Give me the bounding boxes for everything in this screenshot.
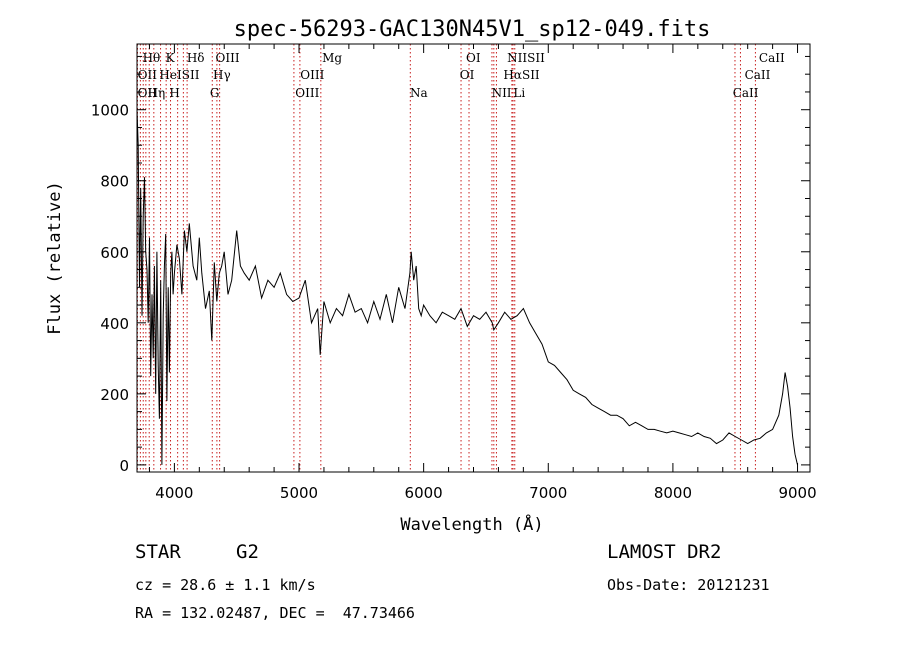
spectral-line-label: OII xyxy=(138,86,158,100)
redshift-value: cz = 28.6 ± 1.1 km/s xyxy=(135,576,316,594)
spectral-line-label: CaII xyxy=(733,86,759,100)
spectral-line-label: HeISII xyxy=(159,68,199,82)
x-tick-label: 9000 xyxy=(778,484,816,502)
spectral-line-label: OIII xyxy=(216,51,240,65)
y-tick-label: 0 xyxy=(119,457,129,475)
spectral-line-label: K xyxy=(166,51,176,65)
observation-date: Obs-Date: 20121231 xyxy=(607,576,770,594)
axis-tick-labels: 4000 5000 6000 7000 8000 9000 0 200 400 600 800 100… xyxy=(91,102,817,502)
spectrum-series-line xyxy=(136,109,798,466)
spectral-line-label: Na xyxy=(410,86,428,100)
x-tick-label: 5000 xyxy=(280,484,318,502)
x-tick-label: 8000 xyxy=(654,484,692,502)
spectral-line-label: G xyxy=(210,86,220,100)
x-tick-label: 6000 xyxy=(405,484,443,502)
spectral-line-label: NII xyxy=(492,86,512,100)
y-axis-label: Flux (relative) xyxy=(45,181,65,335)
object-class: STAR xyxy=(135,541,181,563)
spectral-line-label: Hθ xyxy=(143,51,161,65)
x-tick-label: 4000 xyxy=(155,484,193,502)
spectral-line-label: OII xyxy=(138,68,158,82)
spectral-line-markers xyxy=(136,44,756,472)
spectral-line-label: CaII xyxy=(759,51,785,65)
spectral-line-label: OIII xyxy=(300,68,324,82)
spectral-line-label: OIII xyxy=(295,86,319,100)
y-tick-label: 600 xyxy=(100,244,129,262)
x-axis-label: Wavelength (Å) xyxy=(400,513,543,535)
spectral-line-label: NIISII xyxy=(507,51,545,65)
plot-frame xyxy=(136,43,811,473)
spectral-line-label: H xyxy=(169,86,179,100)
spectral-line-label: Hδ xyxy=(187,51,205,65)
chart-title: spec-56293-GAC130N45V1_sp12-049.fits xyxy=(234,17,711,42)
spectral-line-label: HαSII xyxy=(503,68,540,82)
spectral-line-label: OI xyxy=(460,68,475,82)
object-subclass: G2 xyxy=(236,541,259,563)
spectral-line-label: Hη xyxy=(148,86,166,100)
y-tick-label: 1000 xyxy=(91,102,129,120)
spectral-line-label: Hγ xyxy=(213,68,231,82)
sky-coordinates: RA = 132.02487, DEC = 47.73466 xyxy=(135,604,415,622)
spectral-line-labels: Hθ K Hδ OIII Mg OI NIISII CaII OII HeISII Hγ OIII OI… xyxy=(138,51,785,100)
spectral-line-label: Mg xyxy=(322,51,342,65)
spectral-line-label: Li xyxy=(513,86,525,100)
y-tick-label: 800 xyxy=(100,173,129,191)
spectral-line-label: CaII xyxy=(745,68,771,82)
y-tick-label: 400 xyxy=(100,315,129,333)
x-tick-label: 7000 xyxy=(529,484,567,502)
y-tick-label: 200 xyxy=(100,386,129,404)
axis-ticks xyxy=(137,44,810,472)
survey-name: LAMOST DR2 xyxy=(607,541,722,563)
spectral-line-label: OI xyxy=(466,51,481,65)
